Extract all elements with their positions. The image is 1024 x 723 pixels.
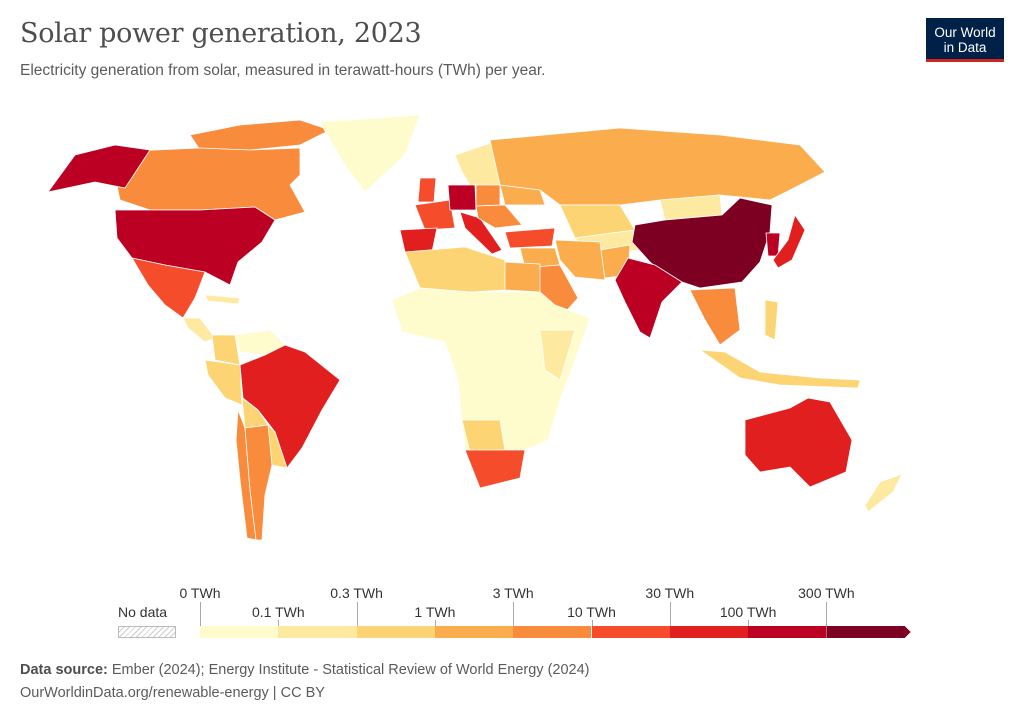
chart-subtitle: Electricity generation from solar, measu… bbox=[20, 62, 546, 79]
legend-bin[interactable] bbox=[826, 626, 910, 638]
owid-logo[interactable]: Our World in Data bbox=[926, 18, 1004, 62]
region-caribbean[interactable] bbox=[204, 294, 241, 305]
region-italy[interactable] bbox=[459, 211, 503, 255]
legend-bin[interactable] bbox=[748, 626, 827, 638]
region-china[interactable] bbox=[631, 197, 773, 289]
region-mexico[interactable] bbox=[131, 257, 206, 319]
legend-tick bbox=[434, 620, 436, 626]
legend-label-bottom: 1 TWh bbox=[414, 604, 456, 620]
legend-label-top: 300 TWh bbox=[798, 585, 855, 601]
legend-bin[interactable] bbox=[669, 626, 749, 638]
legend-bin[interactable] bbox=[591, 626, 670, 638]
legend-label-bottom: 100 TWh bbox=[719, 604, 777, 620]
region-india[interactable] bbox=[614, 257, 683, 339]
region-namibia-botswana[interactable] bbox=[461, 419, 506, 453]
region-central-america[interactable] bbox=[182, 317, 216, 343]
world-map[interactable] bbox=[0, 100, 1024, 560]
logo-line-1: Our World bbox=[934, 24, 996, 40]
region-spain[interactable] bbox=[399, 227, 438, 253]
legend-tick bbox=[513, 602, 515, 626]
no-data-label: No data bbox=[118, 604, 168, 620]
region-eastern-europe[interactable] bbox=[475, 204, 523, 229]
data-source-label: Data source: bbox=[20, 662, 108, 678]
legend-label-top: 30 TWh bbox=[645, 585, 695, 601]
legend-bin[interactable] bbox=[513, 626, 592, 638]
region-greenland[interactable] bbox=[319, 114, 421, 193]
region-new-zealand[interactable] bbox=[864, 473, 903, 513]
region-uk[interactable] bbox=[417, 177, 437, 203]
legend-label-bottom: 0.1 TWh bbox=[251, 604, 305, 620]
region-south-africa[interactable] bbox=[464, 449, 526, 489]
region-north-africa[interactable] bbox=[404, 246, 506, 293]
region-iran[interactable] bbox=[554, 239, 606, 281]
region-germany[interactable] bbox=[447, 184, 477, 211]
region-egypt[interactable] bbox=[504, 261, 541, 293]
region-east-africa[interactable] bbox=[539, 329, 576, 381]
region-africa[interactable] bbox=[391, 287, 591, 451]
data-source: Data source: Ember (2024); Energy Instit… bbox=[20, 662, 590, 678]
region-russia[interactable] bbox=[489, 127, 826, 206]
region-colombia[interactable] bbox=[211, 334, 241, 366]
legend-label-top: 0.3 TWh bbox=[330, 585, 383, 601]
region-korea[interactable] bbox=[765, 232, 781, 257]
legend-tick bbox=[200, 602, 201, 626]
data-source-text: Ember (2024); Energy Institute - Statist… bbox=[111, 662, 590, 678]
legend-tick bbox=[748, 620, 750, 626]
region-argentina[interactable] bbox=[244, 424, 273, 541]
source-url[interactable]: OurWorldinData.org/renewable-energy | CC… bbox=[20, 685, 325, 701]
region-japan[interactable] bbox=[772, 214, 806, 269]
legend-tick bbox=[278, 620, 280, 626]
region-peru[interactable] bbox=[204, 359, 243, 406]
region-usa[interactable] bbox=[114, 206, 276, 286]
region-indonesia[interactable] bbox=[698, 349, 861, 389]
legend-tick bbox=[591, 620, 593, 626]
chart-title: Solar power generation, 2023 bbox=[20, 18, 422, 49]
logo-line-2: in Data bbox=[943, 39, 987, 55]
region-france[interactable] bbox=[414, 199, 456, 231]
legend-tick bbox=[669, 602, 671, 626]
region-alaska-usa[interactable] bbox=[47, 144, 151, 193]
legend-label-top: 0 TWh bbox=[179, 585, 221, 601]
legend-bin[interactable] bbox=[278, 626, 357, 638]
region-australia[interactable] bbox=[744, 397, 853, 488]
legend-label-top: 3 TWh bbox=[492, 585, 534, 601]
region-canada-islands[interactable] bbox=[189, 119, 332, 151]
legend-tick bbox=[826, 602, 828, 626]
legend-bin[interactable] bbox=[356, 626, 435, 638]
region-turkey[interactable] bbox=[504, 227, 556, 249]
region-poland[interactable] bbox=[475, 184, 501, 207]
region-philippines[interactable] bbox=[764, 299, 779, 341]
legend-bin[interactable] bbox=[200, 626, 279, 638]
legend-label-bottom: 10 TWh bbox=[567, 604, 616, 620]
region-southeast-asia[interactable] bbox=[689, 287, 741, 346]
legend-tick bbox=[356, 602, 358, 626]
legend-bin[interactable] bbox=[434, 626, 514, 638]
no-data-swatch bbox=[118, 626, 176, 638]
